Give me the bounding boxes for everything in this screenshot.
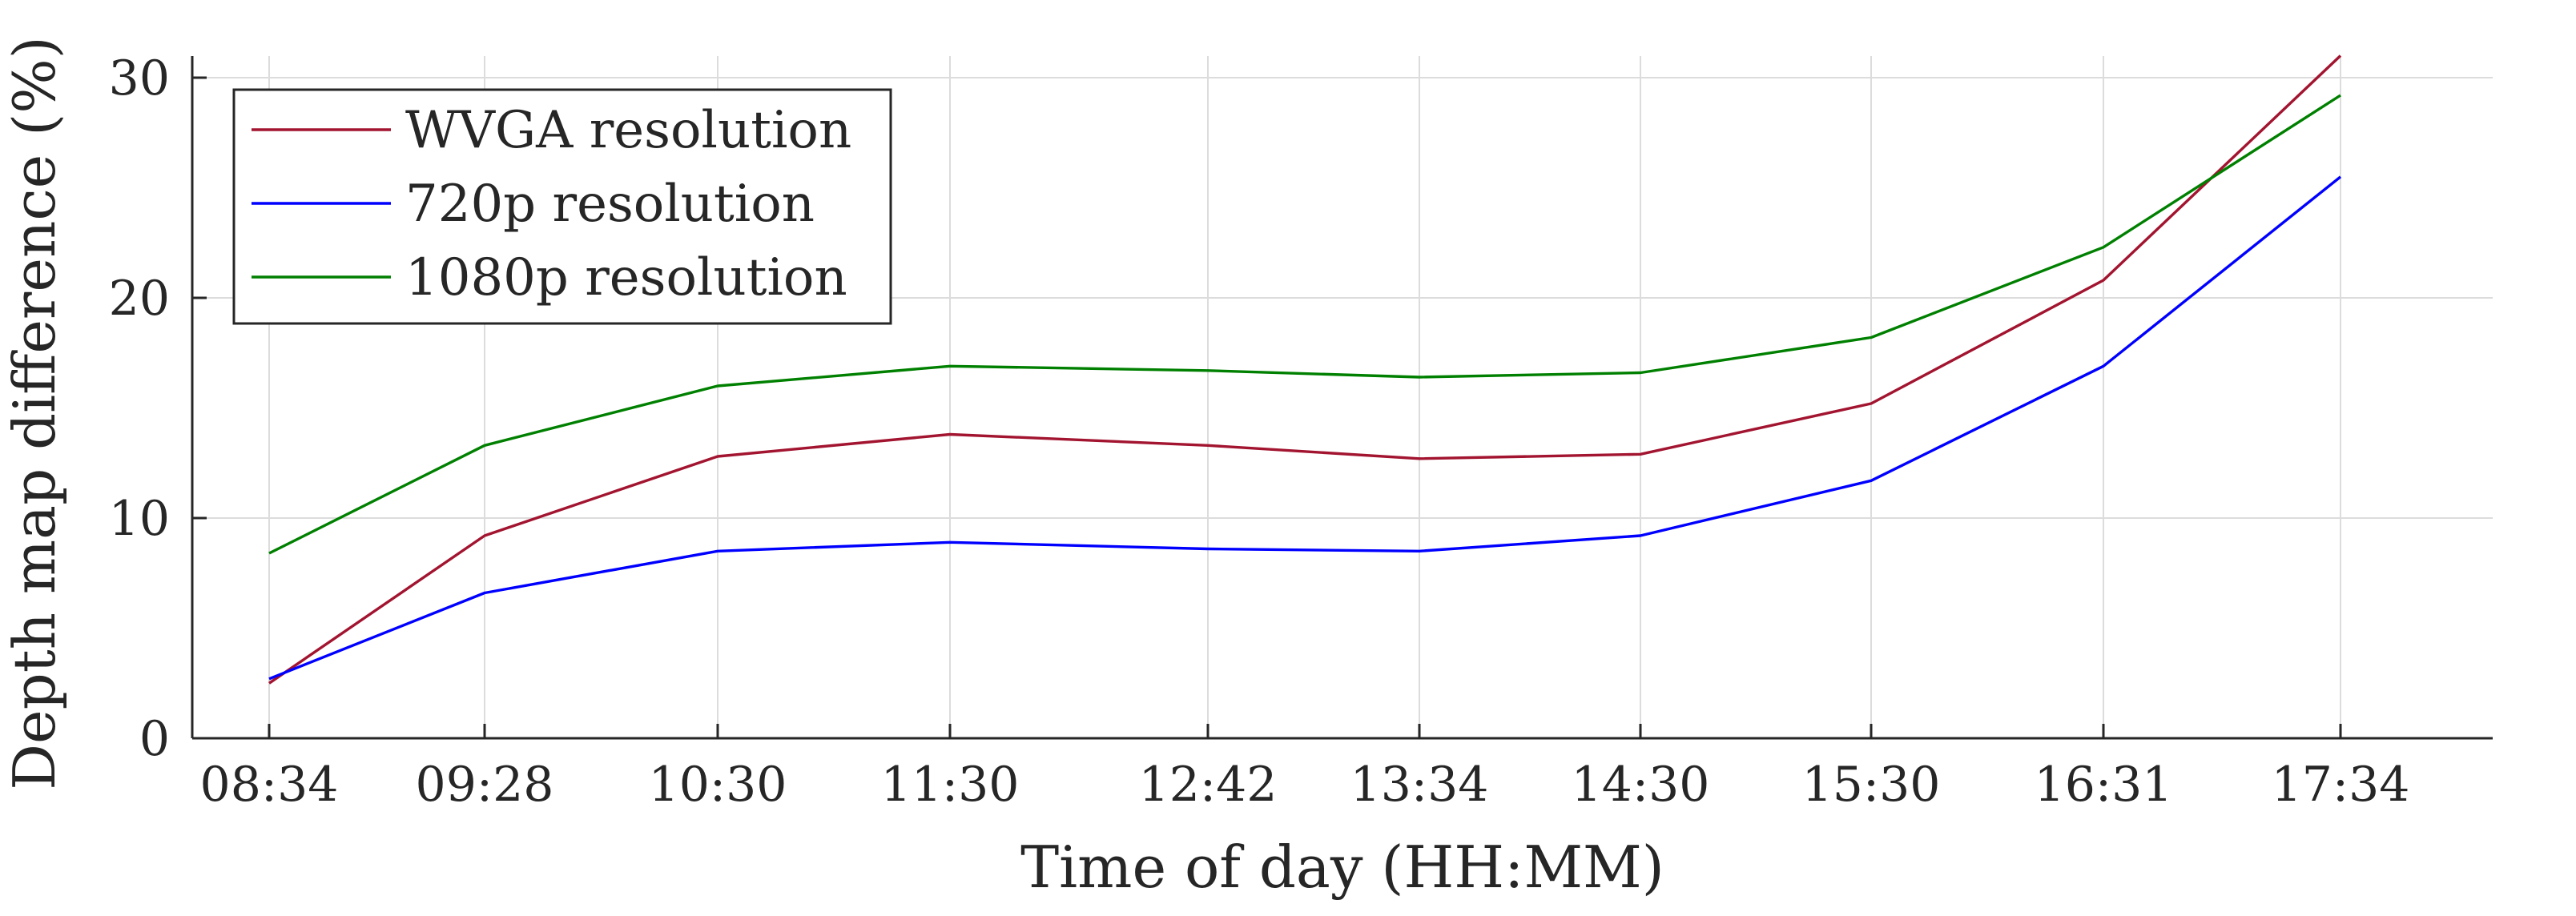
series-layer bbox=[268, 54, 2342, 685]
x-tick-label: 17:34 bbox=[2272, 757, 2410, 813]
x-tick-label: 10:30 bbox=[649, 757, 787, 813]
legend-label: 1080p resolution bbox=[405, 248, 847, 307]
y-tick-label: 0 bbox=[139, 711, 170, 767]
x-tick-label: 13:34 bbox=[1350, 757, 1489, 813]
x-tick-label: 11:30 bbox=[881, 757, 1020, 813]
x-axis-label: Time of day (HH:MM) bbox=[1020, 834, 1664, 901]
legend-label: WVGA resolution bbox=[405, 101, 851, 160]
x-tick-label: 14:30 bbox=[1572, 757, 1710, 813]
y-tick-label: 20 bbox=[109, 271, 170, 327]
y-tick-label: 10 bbox=[109, 491, 170, 547]
series-line-3 bbox=[268, 94, 2341, 555]
legend-label: 720p resolution bbox=[405, 175, 815, 234]
y-axis-label: Depth map difference (%) bbox=[1, 36, 68, 789]
axes bbox=[191, 56, 2493, 740]
x-tick-label: 09:28 bbox=[416, 757, 554, 813]
series-line-1 bbox=[268, 54, 2342, 685]
ticks: 08:34 09:28 10:30 11:30 12:42 13:34 14:30 15:30… bbox=[109, 50, 2410, 813]
x-tick-label: 08:34 bbox=[200, 757, 339, 813]
legend: WVGA resolution 720p resolution 1080p reso… bbox=[232, 88, 892, 325]
x-tick-label: 16:31 bbox=[2035, 757, 2173, 813]
x-tick-label: 12:42 bbox=[1139, 757, 1278, 813]
x-tick-label: 15:30 bbox=[1802, 757, 1941, 813]
y-tick-label: 30 bbox=[109, 50, 170, 106]
series-line-2 bbox=[268, 175, 2342, 681]
